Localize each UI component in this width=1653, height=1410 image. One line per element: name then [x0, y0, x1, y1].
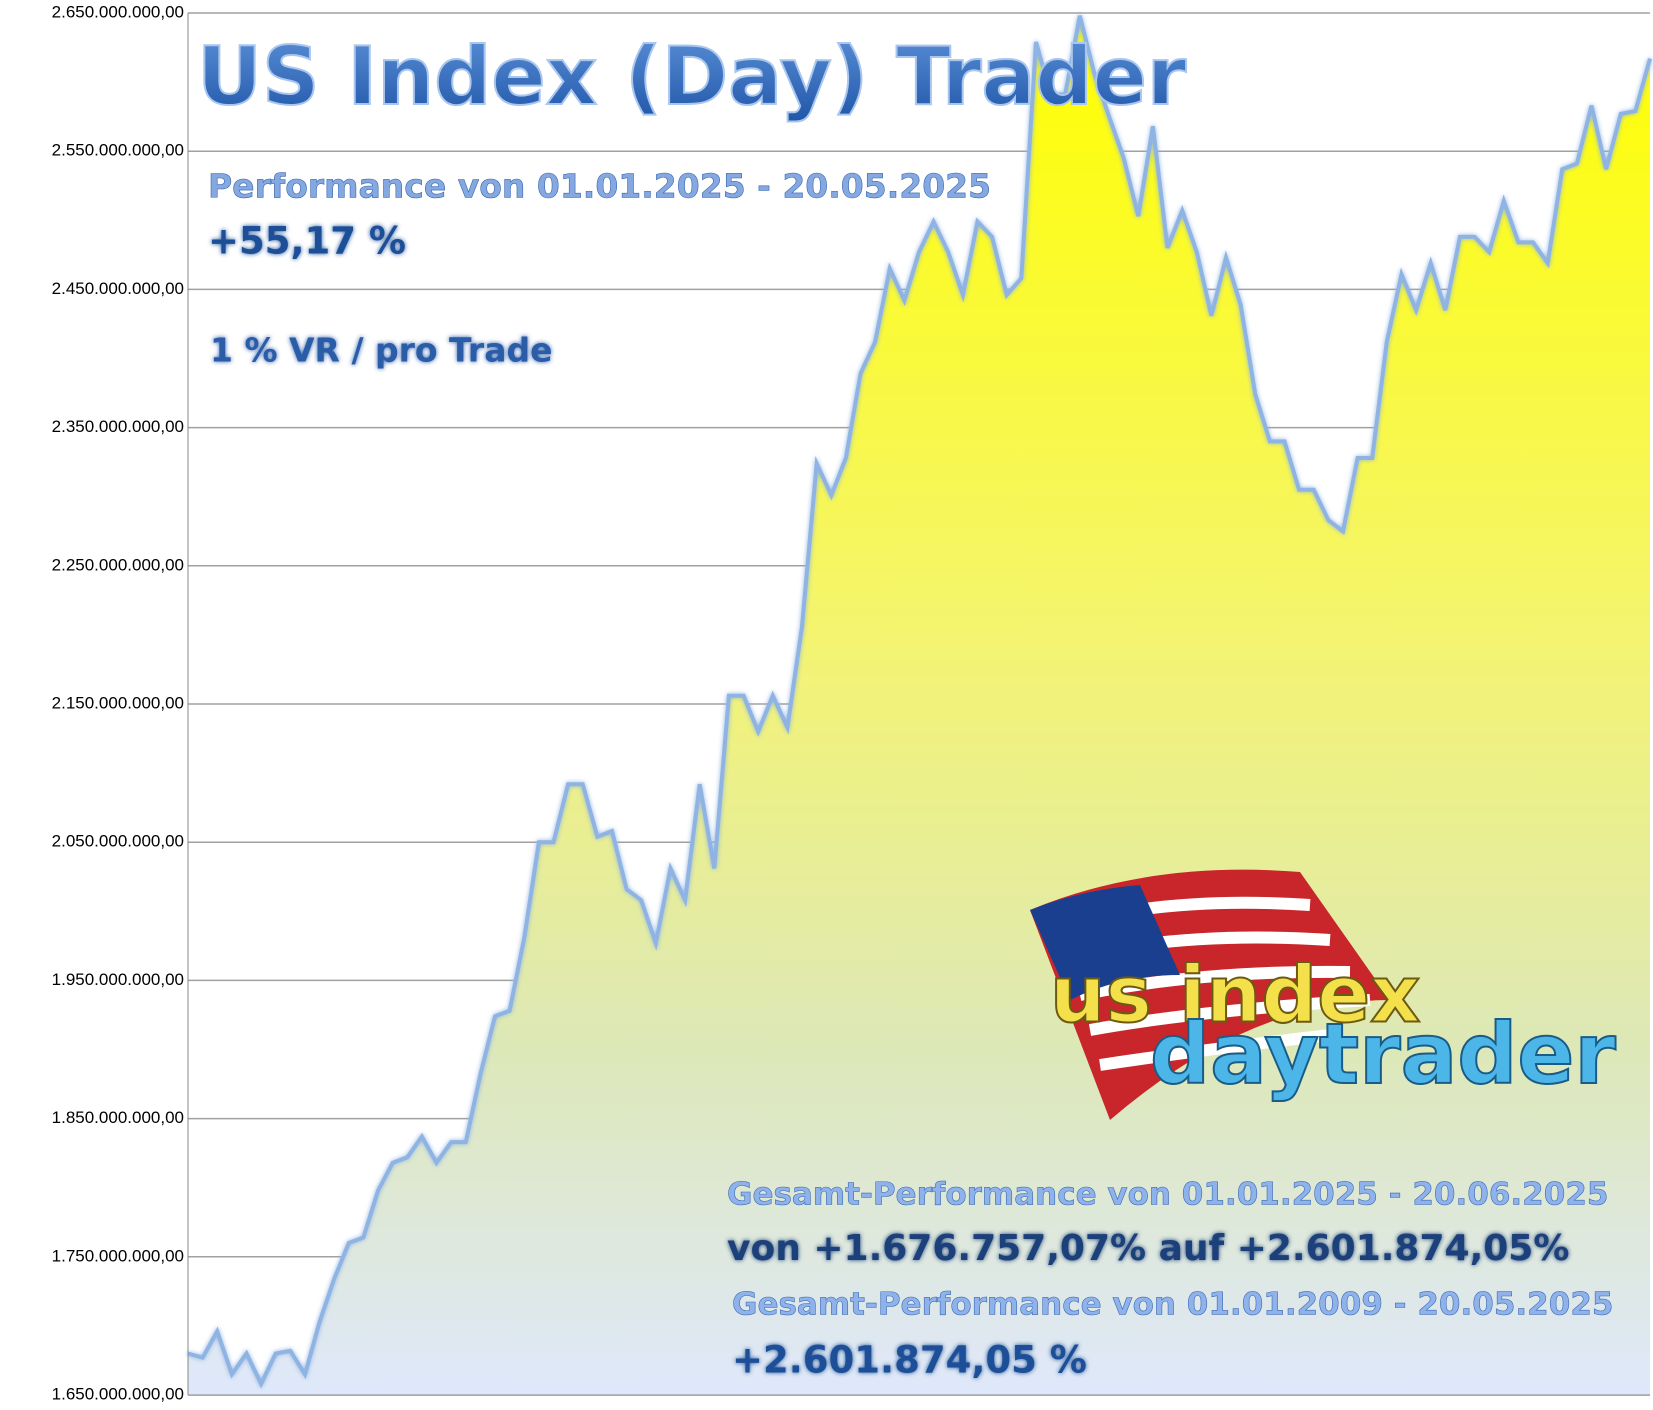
area: [188, 15, 1650, 1395]
y-tick-label: 1.850.000.000,00: [52, 1108, 184, 1127]
flag-canton: [1030, 885, 1180, 1000]
annotation: von +1.676.757,07% auf +2.601.874,05%: [727, 1228, 1569, 1269]
y-tick-label: 1.750.000.000,00: [52, 1246, 184, 1265]
annotation: +2.601.874,05 %: [732, 1339, 1087, 1382]
logo: us index daytrader: [1030, 869, 1617, 1120]
annotation: Gesamt-Performance von 01.01.2009 - 20.0…: [732, 1287, 1613, 1323]
y-tick-label: 2.450.000.000,00: [52, 279, 184, 298]
logo-text: daytrader: [1150, 1005, 1616, 1103]
y-tick-label: 1.650.000.000,00: [52, 1384, 184, 1403]
y-tick-label: 2.650.000.000,00: [52, 2, 184, 21]
line: [187, 15, 1652, 1389]
y-tick-label: 2.250.000.000,00: [52, 555, 184, 574]
y-tick-label: 1.950.000.000,00: [52, 970, 184, 989]
y-tick-label: 2.050.000.000,00: [52, 832, 184, 851]
y-tick-label: 2.350.000.000,00: [52, 417, 184, 436]
annotation: Gesamt-Performance von 01.01.2025 - 20.0…: [727, 1177, 1608, 1213]
annotation: Performance von 01.01.2025 - 20.05.2025: [208, 167, 991, 206]
plot: [187, 15, 1652, 1395]
annotation: +55,17 %: [208, 220, 406, 263]
y-tick-label: 2.550.000.000,00: [52, 141, 184, 160]
flag-stripes: [1043, 896, 1371, 1071]
annotation: 1 % VR / pro Trade: [210, 331, 552, 370]
chart-title: US Index (Day) Trader: [197, 30, 1187, 123]
logo-text: us index: [1050, 950, 1420, 1040]
y-tick-label: 2.150.000.000,00: [52, 693, 184, 712]
